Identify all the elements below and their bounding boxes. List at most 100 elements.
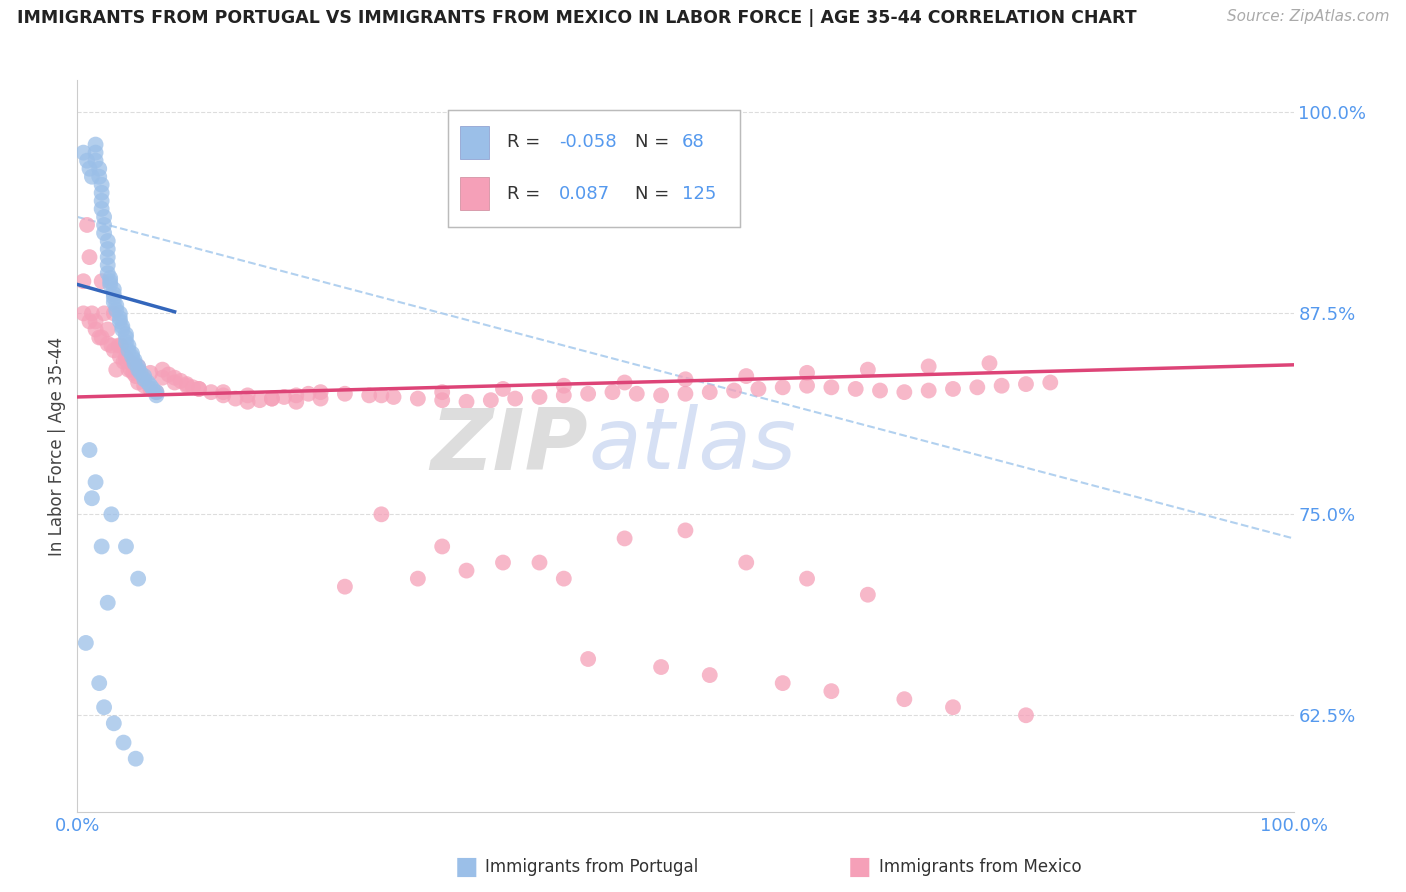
Point	[820, 380, 842, 394]
Point	[430, 393, 453, 408]
Point	[285, 388, 308, 402]
Point	[1039, 376, 1062, 390]
Point	[145, 388, 167, 402]
Point	[84, 475, 107, 490]
Point	[675, 386, 697, 401]
Point	[723, 384, 745, 398]
Point	[125, 752, 148, 766]
Point	[796, 366, 818, 380]
Point	[613, 532, 636, 546]
Point	[127, 376, 149, 390]
Point	[79, 443, 101, 458]
Point	[115, 540, 138, 554]
Point	[122, 366, 145, 380]
Point	[72, 306, 94, 320]
Point	[145, 385, 167, 400]
Point	[121, 346, 143, 360]
Point	[90, 274, 112, 288]
Point	[112, 736, 135, 750]
Point	[772, 676, 794, 690]
Point	[297, 386, 319, 401]
Point	[97, 250, 120, 264]
Text: R =: R =	[506, 133, 546, 152]
Point	[84, 314, 107, 328]
Point	[145, 385, 167, 400]
Point	[124, 356, 146, 370]
Point	[249, 393, 271, 408]
Point	[735, 556, 758, 570]
Text: -0.058: -0.058	[560, 133, 617, 152]
Point	[942, 700, 965, 714]
Point	[107, 338, 129, 352]
Point	[236, 388, 259, 402]
Point	[224, 392, 246, 406]
Point	[134, 369, 156, 384]
Point	[127, 572, 149, 586]
Point	[650, 388, 672, 402]
Point	[139, 366, 162, 380]
Point	[108, 311, 131, 326]
Point	[93, 218, 115, 232]
Point	[370, 508, 392, 522]
Text: Immigrants from Mexico: Immigrants from Mexico	[879, 858, 1081, 876]
Text: atlas: atlas	[588, 404, 796, 488]
Point	[103, 287, 125, 301]
Point	[893, 385, 915, 400]
Point	[990, 378, 1012, 392]
Point	[333, 580, 356, 594]
Point	[139, 382, 162, 396]
Point	[100, 508, 122, 522]
Point	[117, 343, 139, 358]
Point	[553, 572, 575, 586]
Point	[200, 385, 222, 400]
Point	[89, 169, 111, 184]
Text: 125: 125	[682, 185, 716, 202]
Point	[212, 385, 235, 400]
Point	[430, 385, 453, 400]
Point	[90, 178, 112, 192]
Text: R =: R =	[506, 185, 546, 202]
Point	[80, 306, 103, 320]
Point	[260, 392, 283, 406]
Point	[735, 369, 758, 384]
Point	[127, 362, 149, 376]
Point	[699, 668, 721, 682]
Point	[942, 382, 965, 396]
Point	[120, 362, 142, 376]
Point	[80, 169, 103, 184]
Point	[121, 350, 143, 364]
Point	[125, 369, 148, 384]
Point	[89, 330, 111, 344]
Point	[108, 306, 131, 320]
Point	[98, 277, 121, 292]
Point	[529, 390, 551, 404]
Point	[111, 322, 134, 336]
Point	[856, 362, 879, 376]
Point	[699, 385, 721, 400]
Point	[181, 380, 204, 394]
Point	[127, 359, 149, 374]
Point	[918, 359, 941, 374]
Point	[456, 564, 478, 578]
Text: N =: N =	[636, 185, 675, 202]
Point	[796, 378, 818, 392]
Point	[93, 306, 115, 320]
Point	[163, 370, 186, 384]
Point	[430, 540, 453, 554]
Point	[142, 382, 165, 396]
Point	[80, 491, 103, 506]
Point	[108, 350, 131, 364]
Point	[893, 692, 915, 706]
Point	[115, 327, 138, 342]
Point	[84, 322, 107, 336]
Point	[97, 337, 120, 351]
Point	[76, 218, 98, 232]
Point	[97, 596, 120, 610]
Point	[79, 161, 101, 176]
Point	[129, 366, 152, 380]
Point	[98, 274, 121, 288]
Point	[176, 378, 198, 392]
Point	[124, 353, 146, 368]
Point	[260, 392, 283, 406]
Bar	[460, 126, 489, 159]
